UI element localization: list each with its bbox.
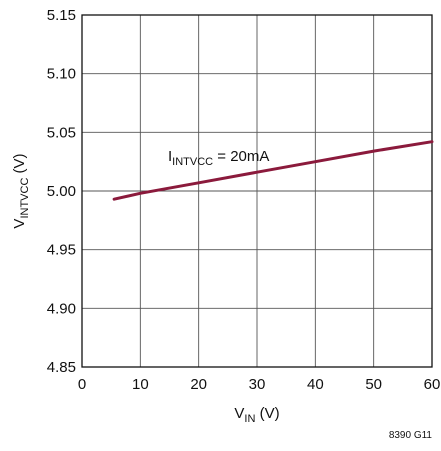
x-tick-label: 20 [190, 376, 207, 393]
y-axis-title-unit: (V) [11, 153, 28, 177]
x-tick-label: 30 [249, 376, 266, 393]
y-tick-label: 4.85 [47, 359, 76, 376]
y-tick-label: 4.90 [47, 300, 76, 317]
x-axis-title-main: V [234, 405, 244, 422]
x-tick-label: 60 [424, 376, 441, 393]
grid [82, 15, 432, 367]
annotation-rest: = 20mA [213, 148, 269, 165]
series-line [112, 140, 434, 201]
x-tick-label: 40 [307, 376, 324, 393]
figure-code: 8390 G11 [389, 430, 433, 441]
x-tick-label: 50 [365, 376, 382, 393]
x-tick-label: 0 [78, 376, 86, 393]
x-tick-labels: 0 10 20 30 40 50 60 [78, 376, 441, 393]
x-axis-title: VIN (V) [234, 405, 279, 425]
y-tick-label: 5.10 [47, 66, 76, 83]
y-tick-labels: 4.85 4.90 4.95 5.00 5.05 5.10 5.15 [47, 7, 76, 376]
annotation-sub: INTVCC [172, 156, 213, 168]
annotation-main: I [168, 148, 172, 165]
y-axis-title-sub: INTVCC [19, 178, 31, 219]
y-tick-label: 5.05 [47, 124, 76, 141]
y-tick-label: 4.95 [47, 242, 76, 259]
y-tick-label: 5.15 [47, 7, 76, 24]
y-axis-title: VINTVCC (V) [11, 153, 31, 228]
x-tick-label: 10 [132, 376, 149, 393]
y-tick-label: 5.00 [47, 183, 76, 200]
x-axis-title-unit: (V) [255, 405, 279, 422]
y-axis-title-main: V [11, 219, 28, 229]
plot-frame [81, 14, 433, 368]
line-annotation: IINTVCC = 20mA [168, 148, 269, 168]
x-axis-title-sub: IN [244, 413, 255, 425]
